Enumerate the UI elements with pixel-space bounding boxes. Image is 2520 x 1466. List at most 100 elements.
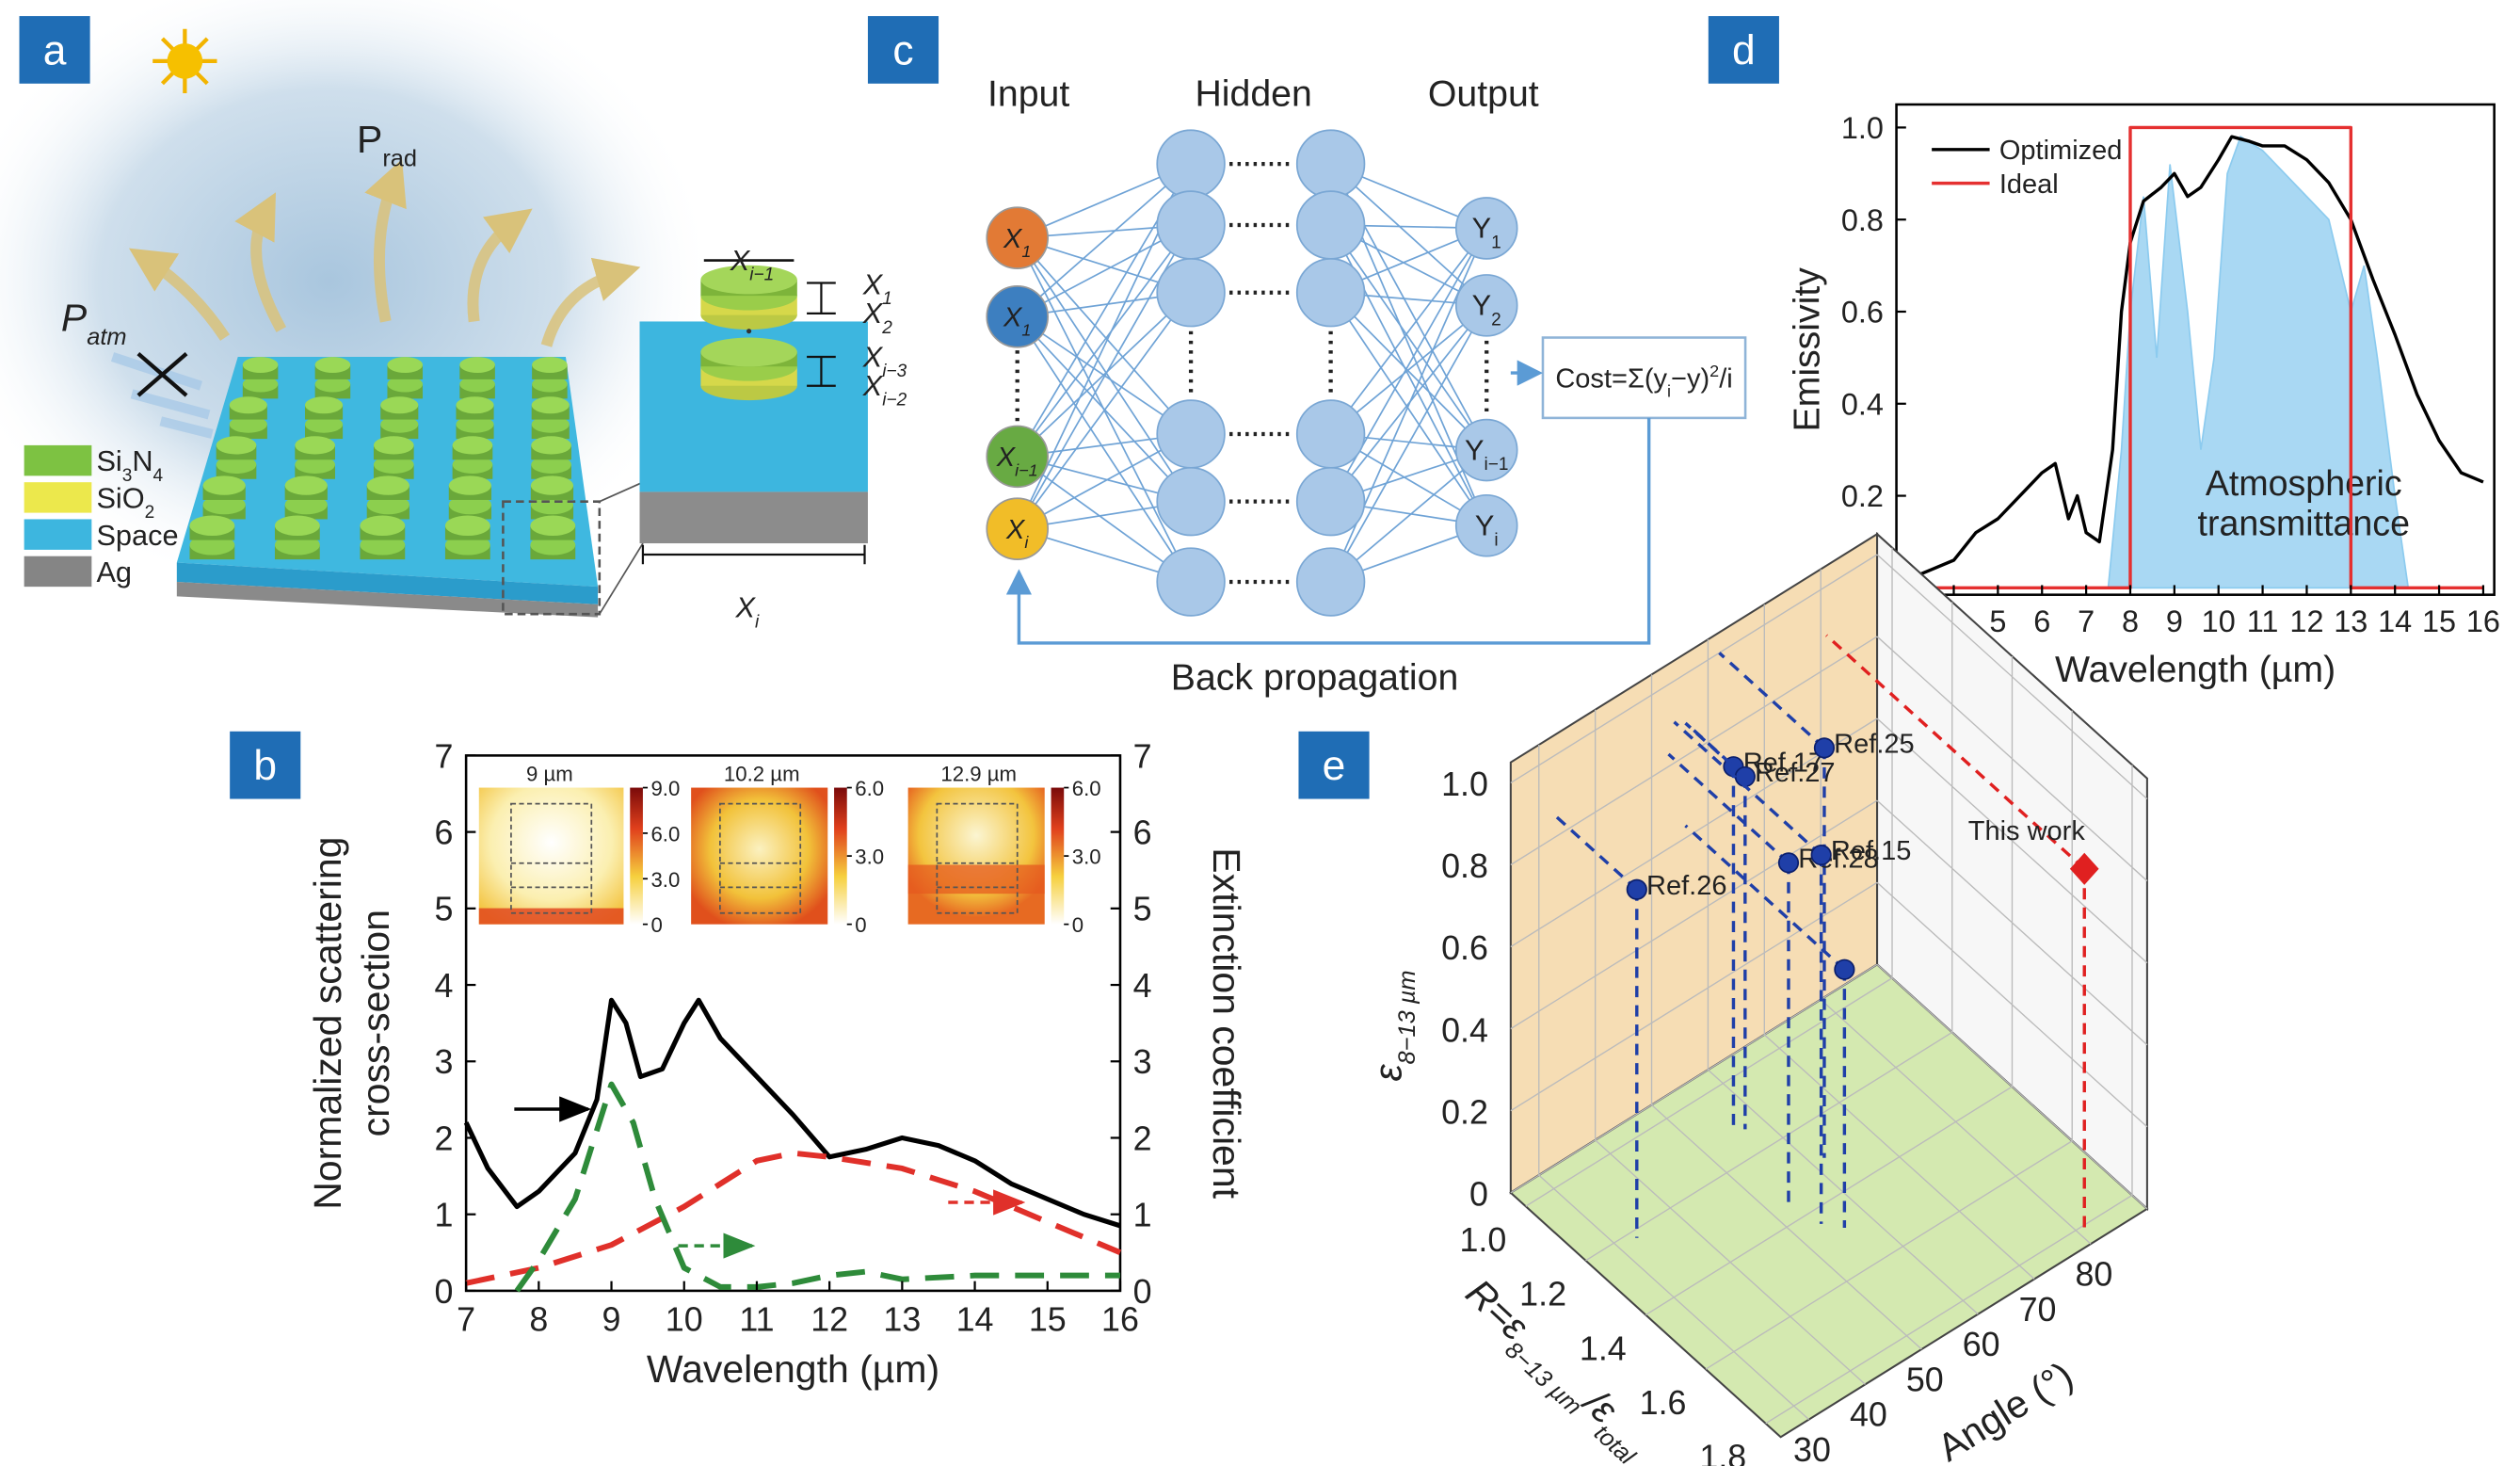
dimension-label: X1 [862,267,892,309]
panel-label-box [19,16,90,84]
label-part: 4 [153,466,164,486]
pillar-top [229,415,267,433]
grid-line [1651,1104,1922,1350]
z-tick-label: 1.0 [1441,765,1488,803]
point-label: Ref.27 [1755,758,1836,788]
inset-title: 9 µm [526,763,573,786]
area-annotation-box: Atmospheric transmittance [2198,463,2410,543]
label-part: 2 [145,503,155,523]
y-tick-label: 7 [435,737,454,775]
input-label: Xi [1005,515,1029,552]
hidden-node [1156,466,1226,537]
label-part: i−3 [882,362,907,381]
dimension-label: Xi [735,591,761,633]
connection [1017,292,1192,530]
series-line [1908,135,2484,581]
pillar-top [532,376,568,393]
x-tick-label: 1.2 [1519,1276,1566,1313]
colorbar-tick-label: 3.0 [1072,846,1101,869]
x-tick-label: 14 [956,1301,994,1339]
label-part: X [862,267,884,300]
pillar-top [295,455,335,474]
input-node [986,425,1049,489]
label-part: Y [1472,289,1491,322]
colorbar-tick-label: 3.0 [855,846,884,869]
point [1810,844,1832,866]
y2-tick-label: 0 [1133,1273,1152,1311]
label-part: Si [96,444,121,477]
connection [1329,224,1487,451]
series-line [465,1150,1122,1286]
label-part: 2 [881,318,892,338]
input-node [986,285,1049,348]
y-tick-label: 1 [435,1197,454,1234]
label-part: X [862,297,884,330]
x-tick-label: 11 [2247,604,2279,638]
label-part: i [1024,533,1029,552]
y-axis-label: Emissivity [1787,267,1828,432]
label-part: 1 [1491,233,1501,252]
connection [1017,315,1192,503]
x-tick-label: 16 [1101,1301,1139,1339]
dimension-label: Xi−2 [862,369,907,411]
wall-line [1825,634,2086,871]
wall-line [1667,752,1790,864]
grid-line [1645,1086,2013,1316]
x-tick-label: 15 [2422,604,2456,638]
x-tick-label: 13 [2334,604,2368,638]
layer-label: Output [1428,73,1539,115]
series-line [463,997,1121,1229]
pillar-top [531,455,571,474]
y-tick-label: 30 [1793,1431,1831,1466]
point-label: Ref.26 [1646,871,1727,901]
y-tick-label: 5 [435,891,454,928]
connection [1016,237,1192,503]
colorbar-tick-label: 6.0 [650,822,680,846]
x-tick-label: 14 [2378,604,2412,638]
z-tick-label: 0 [1469,1175,1488,1213]
panel-b-insets [478,787,1065,1259]
y-tick-label: 60 [1963,1326,2000,1363]
panel-label: d [1732,27,1756,73]
input-node [986,206,1049,269]
x-tick-label: 12 [811,1301,848,1339]
panel-label-box [1298,731,1370,799]
hidden-node [1295,258,1366,328]
output-label: Yi−1 [1465,433,1508,475]
p-rad-label: Prad [357,118,417,171]
pillar-top [284,494,328,515]
hidden-node [1295,129,1366,199]
x-tick-label: 5 [1989,604,2006,638]
y-tick-label: 50 [1906,1361,1944,1398]
legend-label: Ideal [1999,169,2059,200]
wall-line [1684,824,1846,971]
label-part: 8−13 µm [1394,970,1421,1064]
grid-line [1510,636,1878,866]
hidden-node [1295,547,1366,617]
pillar-top [189,515,235,537]
pillar-top [448,475,492,495]
panel-label: a [43,27,67,73]
connection [1017,224,1192,458]
grid-line [1525,977,1893,1207]
panel-label: e [1323,743,1346,789]
pillar-top [360,515,406,537]
output-node [1454,197,1518,260]
feedback-label: Back propagation [1171,656,1459,698]
label-part: P [357,118,382,161]
output-label: Yi [1475,509,1499,551]
dimension-label: Xi−3 [862,340,907,381]
wall-line [1718,652,1826,749]
x-tick-label: 6 [2033,604,2050,638]
y-tick-label: 2 [435,1120,454,1157]
series-line [514,1081,1120,1293]
legend-swatch [24,444,92,476]
pillar-top [448,494,492,515]
pillar-top [531,396,570,414]
panel-label-box [867,16,939,84]
hidden-node [1156,190,1226,260]
label-part: i−1 [749,266,774,285]
x-tick-label: 16 [2466,604,2500,638]
y-tick-label: 40 [1850,1396,1887,1434]
